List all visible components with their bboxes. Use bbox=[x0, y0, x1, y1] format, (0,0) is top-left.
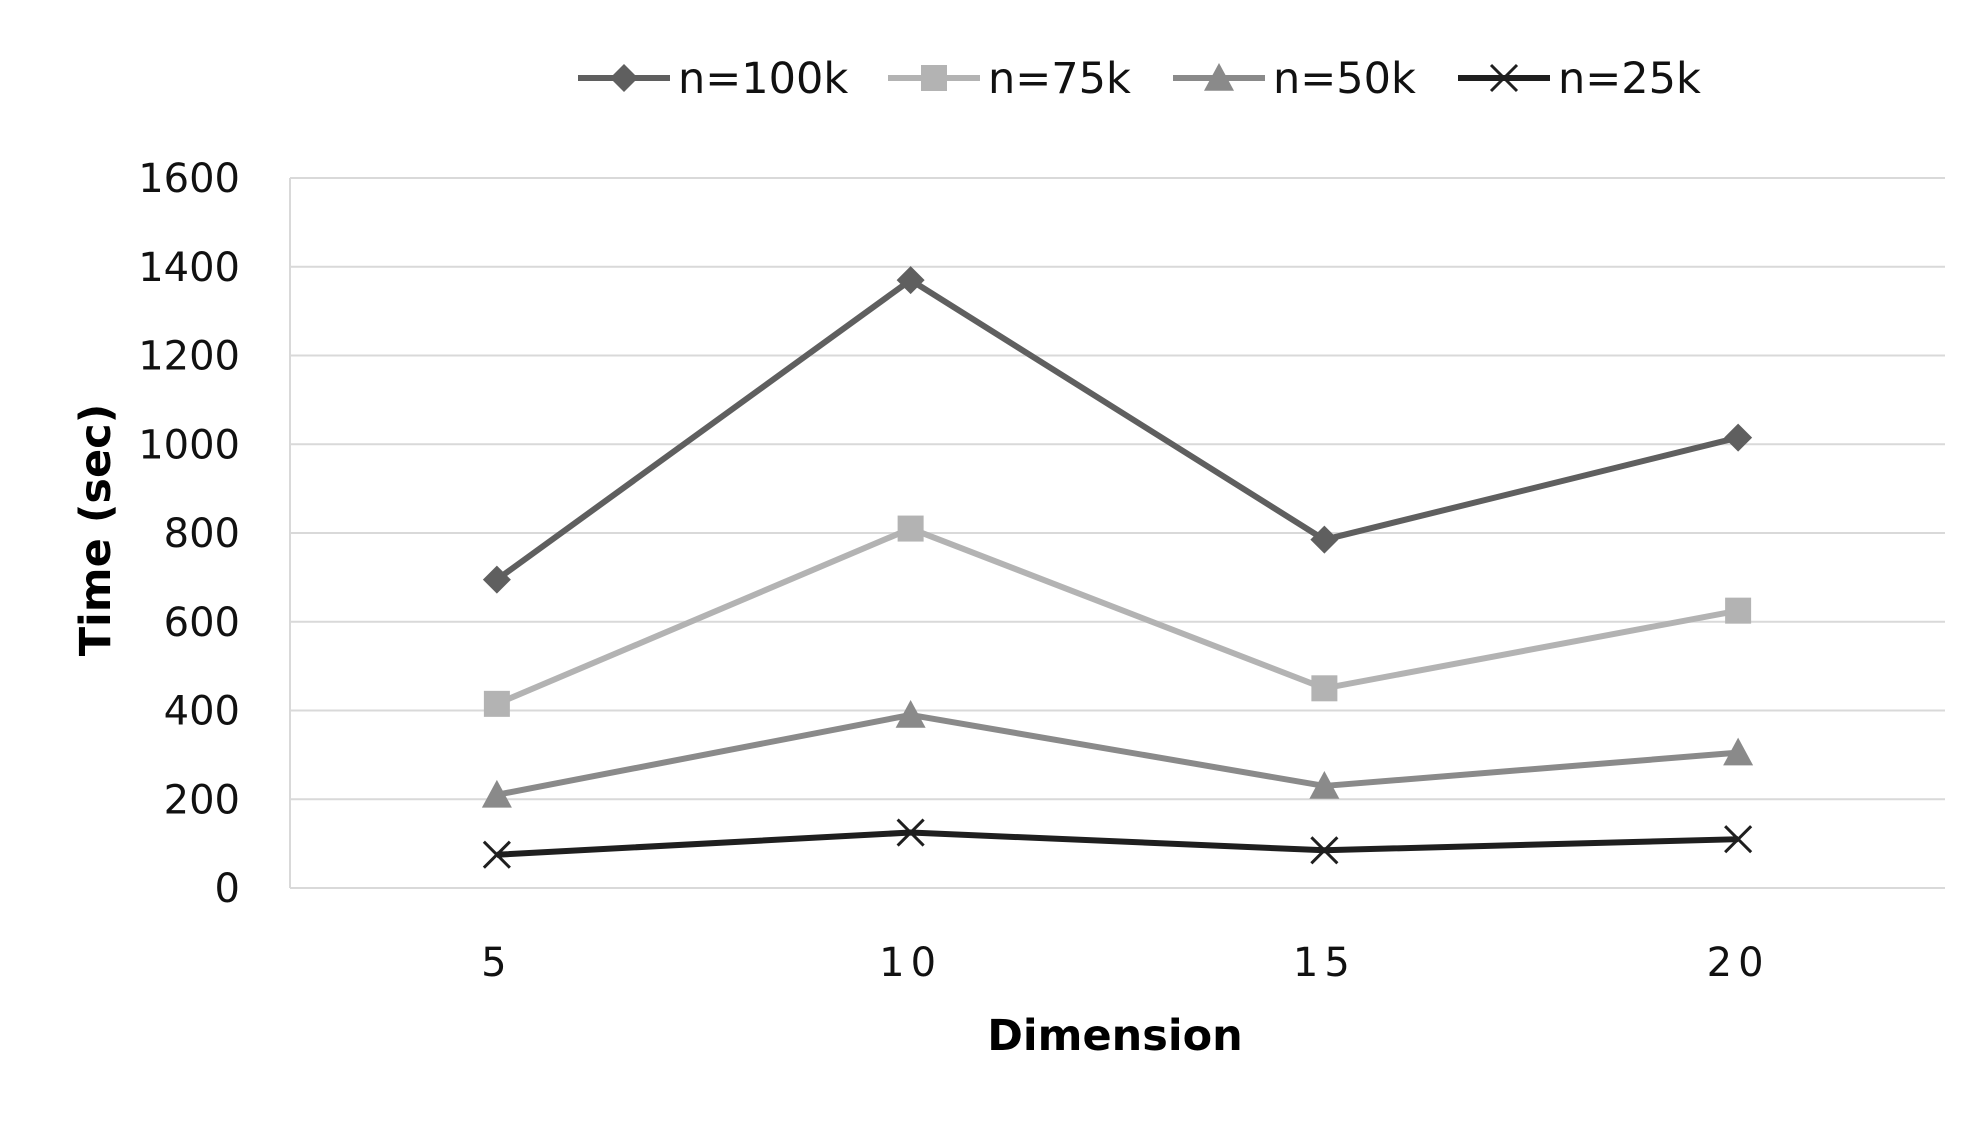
y-tick-label: 800 bbox=[164, 511, 240, 557]
series-line bbox=[495, 525, 1739, 707]
legend-item: n=25k bbox=[1458, 54, 1701, 104]
x-tick-label: 20 bbox=[1707, 940, 1770, 986]
marker-square bbox=[921, 65, 947, 91]
legend-label: n=25k bbox=[1558, 54, 1701, 104]
marker-diamond bbox=[482, 565, 511, 594]
series-n-50k bbox=[481, 699, 1754, 808]
y-tick-labels: 0 200 400 600 800 1000 1200 1400 1600 bbox=[138, 156, 240, 912]
legend-label: n=50k bbox=[1273, 54, 1416, 104]
y-tick-label: 0 bbox=[215, 866, 240, 912]
x-tick-labels: 5 10 15 20 bbox=[481, 940, 1770, 986]
marker-diamond bbox=[1724, 423, 1753, 452]
x-tick-label: 15 bbox=[1293, 940, 1356, 986]
marker-triangle bbox=[1723, 737, 1754, 766]
marker-triangle bbox=[895, 699, 926, 728]
marker-square bbox=[1311, 675, 1338, 702]
marker-x bbox=[1310, 836, 1339, 865]
y-axis-title: Time (sec) bbox=[71, 404, 121, 657]
legend-item: n=75k bbox=[888, 54, 1131, 104]
series-lines bbox=[481, 266, 1754, 869]
series-n-100k bbox=[482, 266, 1753, 594]
marker-x bbox=[1489, 63, 1519, 93]
x-tick-label: 10 bbox=[879, 940, 942, 986]
y-tick-label: 1400 bbox=[138, 245, 240, 291]
legend-label: n=100k bbox=[678, 54, 848, 104]
marker-x bbox=[482, 840, 511, 869]
y-tick-label: 1000 bbox=[138, 422, 240, 468]
marker-square bbox=[483, 690, 510, 717]
marker-diamond bbox=[896, 266, 925, 295]
marker-diamond bbox=[1310, 525, 1339, 554]
marker-square bbox=[1725, 597, 1752, 624]
series-n-75k bbox=[483, 515, 1752, 717]
marker-x bbox=[1724, 825, 1753, 854]
x-tick-label: 5 bbox=[481, 940, 512, 986]
series-n-25k bbox=[482, 818, 1753, 869]
y-tick-label: 200 bbox=[164, 777, 240, 823]
legend-item: n=100k bbox=[578, 54, 848, 104]
y-tick-label: 600 bbox=[164, 600, 240, 646]
y-tick-label: 1200 bbox=[138, 334, 240, 380]
legend-item: n=50k bbox=[1173, 54, 1416, 104]
marker-triangle bbox=[1204, 63, 1234, 91]
legend: n=100k n=75k n=50k n=25k bbox=[578, 54, 1701, 104]
x-axis-title: Dimension bbox=[987, 1011, 1243, 1061]
y-tick-label: 1600 bbox=[138, 156, 240, 202]
y-tick-label: 400 bbox=[164, 689, 240, 735]
marker-triangle bbox=[481, 779, 512, 808]
gridlines bbox=[290, 177, 1945, 889]
marker-diamond bbox=[610, 64, 638, 92]
series-line bbox=[496, 711, 1739, 798]
legend-label: n=75k bbox=[988, 54, 1131, 104]
marker-triangle bbox=[1309, 770, 1340, 799]
series-line bbox=[495, 277, 1739, 583]
marker-x bbox=[896, 818, 925, 847]
series-line bbox=[496, 829, 1739, 858]
marker-square bbox=[897, 515, 924, 542]
